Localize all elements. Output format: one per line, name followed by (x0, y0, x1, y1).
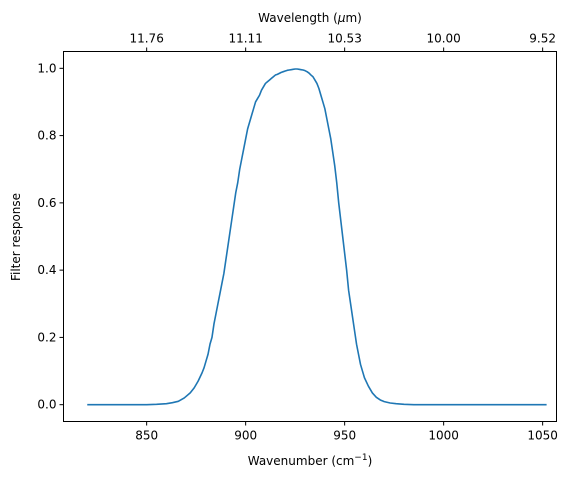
y-axis-label: Filter response (9, 193, 23, 281)
x-tick-label: 850 (135, 429, 158, 443)
y-tick-label: 0.8 (37, 129, 56, 143)
x-tick-label: 1050 (527, 429, 558, 443)
axes-frame (63, 51, 557, 422)
top-x-ticks: 11.76 11.11 10.53 10.00 9.52 (129, 32, 556, 52)
y-tick-label: 1.0 (37, 61, 56, 75)
y-ticks: 0.0 0.2 0.4 0.6 0.8 1.0 (37, 61, 64, 412)
x-tick-label: 950 (333, 429, 356, 443)
y-tick-label: 0.2 (37, 330, 56, 344)
x-tick-label: 1000 (428, 429, 459, 443)
x-axis-label: Wavenumber (cm−1) (248, 453, 373, 468)
bottom-x-ticks: 850 900 950 1000 1050 (135, 421, 558, 443)
plot-area (87, 68, 547, 406)
top-x-tick-label: 10.00 (426, 32, 460, 46)
y-tick-label: 0.6 (37, 196, 56, 210)
y-tick-label: 0.0 (37, 398, 56, 412)
series-line-0 (87, 68, 547, 406)
x-tick-label: 900 (234, 429, 257, 443)
top-x-axis-label: Wavelength (μm) (258, 11, 362, 25)
top-x-tick-label: 11.76 (129, 32, 163, 46)
top-x-tick-label: 10.53 (327, 32, 361, 46)
top-x-tick-label: 11.11 (228, 32, 262, 46)
top-x-tick-label: 9.52 (529, 32, 556, 46)
y-tick-label: 0.4 (37, 263, 56, 277)
